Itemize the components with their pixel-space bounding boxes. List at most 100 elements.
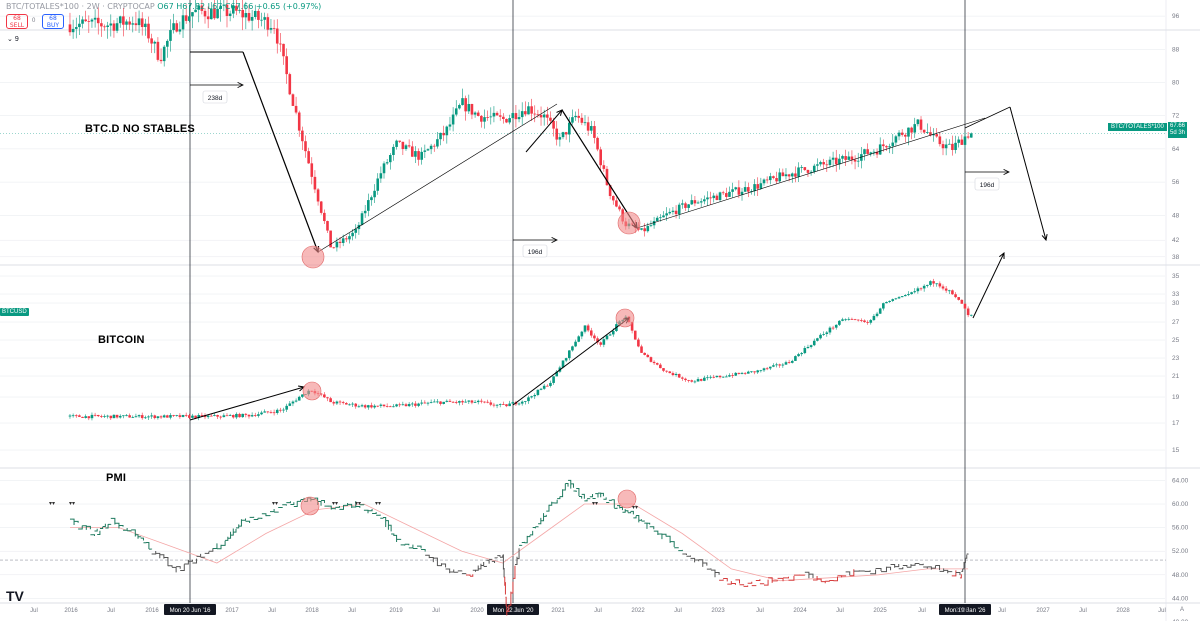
pmi-line-segment [99,527,104,529]
highlight-circle [302,381,322,401]
dominance-candle [665,213,668,216]
bitcoin-candle [90,414,94,419]
dominance-candle [750,191,753,192]
pmi-line-segment [565,482,569,487]
duration-arrow-1-head [237,82,244,88]
bitcoin-candle [100,416,103,417]
bitcoin-candle [71,415,75,417]
dominance-candle [866,149,869,154]
pmi-line-segment [429,557,434,563]
bitcoin-candle [737,372,741,374]
dominance-candle [536,114,540,116]
annotations: ▾▾ ▾▾ ▾▾ ▾▾ ▾▾ ▾▾ ▾▾ ▾▾ [49,51,1048,516]
bitcoin-candle [542,385,546,389]
bitcoin-candle [743,372,747,374]
pmi-line-segment [644,522,648,529]
pmi-line-segment [82,525,87,530]
pmi-line-segment [931,565,936,569]
bitcoin-tick-label: 21 [1172,373,1180,380]
dominance-candle [253,10,257,17]
dominance-candle [78,23,81,28]
bitcoin-candle [231,415,235,418]
pmi-line-segment [657,533,663,540]
dominance-candle [373,190,376,198]
bitcoin-candle [87,416,91,419]
btcusd-badge[interactable]: BTCUSD [0,308,29,316]
bitcoin-candle [910,292,913,295]
dominance-candle [913,124,917,133]
bitcoin-candle [549,382,552,386]
pmi-line-segment [140,537,144,541]
bitcoin-candle [806,346,810,349]
dominance-candle [809,171,813,173]
symbol-label[interactable]: BTC/TOTALES*100 · 2W · CRYPTOCAP [6,2,155,11]
bitcoin-candle [216,415,219,417]
dominance-candle [787,174,791,177]
tradingview-logo-icon[interactable]: TV [6,588,24,604]
bitcoin-candle [442,401,445,404]
dominance-candle [514,113,518,120]
bitcoin-candle [753,371,756,373]
dominance-candle [257,10,260,20]
dominance-candle [693,200,697,204]
dominance-candle [734,187,738,190]
dominance-candle [932,134,935,136]
dominance-candle [323,212,326,222]
bitcoin-candle [373,405,376,408]
dominance-candle [649,225,653,227]
bitcoin-panel-title: BITCOIN [98,334,145,346]
pmi-line-segment [686,555,692,557]
dominance-candle [304,141,307,152]
indicators-collapse-button[interactable]: ⌄ 9 [7,35,19,43]
dominance-candle [652,221,656,226]
projection-down-arrow [1009,106,1047,241]
bitcoin-candle [932,281,935,284]
pmi-line-segment [425,554,430,559]
bitcoin-candle [530,396,533,398]
bitcoin-candle [194,415,197,418]
bitcoin-candle [850,318,854,320]
bitcoin-candle [348,404,351,406]
buy-button[interactable]: 68 BUY [42,14,64,29]
bitcoin-candle [659,364,662,369]
bitcoin-candle [819,334,822,339]
dominance-candle [241,9,244,18]
pmi-line-segment [833,576,838,582]
dominance-candle [197,5,201,10]
dominance-candle [646,225,650,232]
pmi-line-segment [163,557,169,567]
dominance-candle [426,149,430,151]
pmi-tick-label: 48.00 [1172,572,1189,579]
pmi-line-segment [821,581,826,584]
dominance-candle [725,193,728,197]
bitcoin-candle [593,335,596,339]
pmi-line-segment [939,568,945,572]
bitcoin-candle [235,413,238,418]
bitcoin-candle [646,354,650,358]
pmi-line-segment [86,525,91,530]
bitcoin-candle [354,403,358,407]
bitcoin-candle [423,402,427,404]
dominance-candle [922,129,926,133]
bitcoin-candle [266,411,270,413]
x-axis-tick-label: Jul [594,608,602,614]
dominance-candle [611,196,615,201]
pmi-line-segment [935,565,941,571]
pmi-line-segment [633,515,637,519]
pmi-line-segment [78,525,83,530]
pmi-line-segment [578,495,583,499]
bitcoin-candle [288,403,292,406]
bitcoin-candle [401,404,405,406]
sell-button[interactable]: 68 SELL [6,14,28,29]
dominance-candle [442,132,445,136]
bitcoin-candle [115,414,119,418]
bitcoin-candle [596,338,599,343]
pmi-line-segment [491,560,496,564]
dominance-candle [800,167,803,168]
bitcoin-candle [335,401,339,404]
duration-arrow-2-head [551,237,558,243]
pmi-tick-label: 64.00 [1172,477,1189,484]
auto-scale-button[interactable]: A [1180,607,1185,613]
